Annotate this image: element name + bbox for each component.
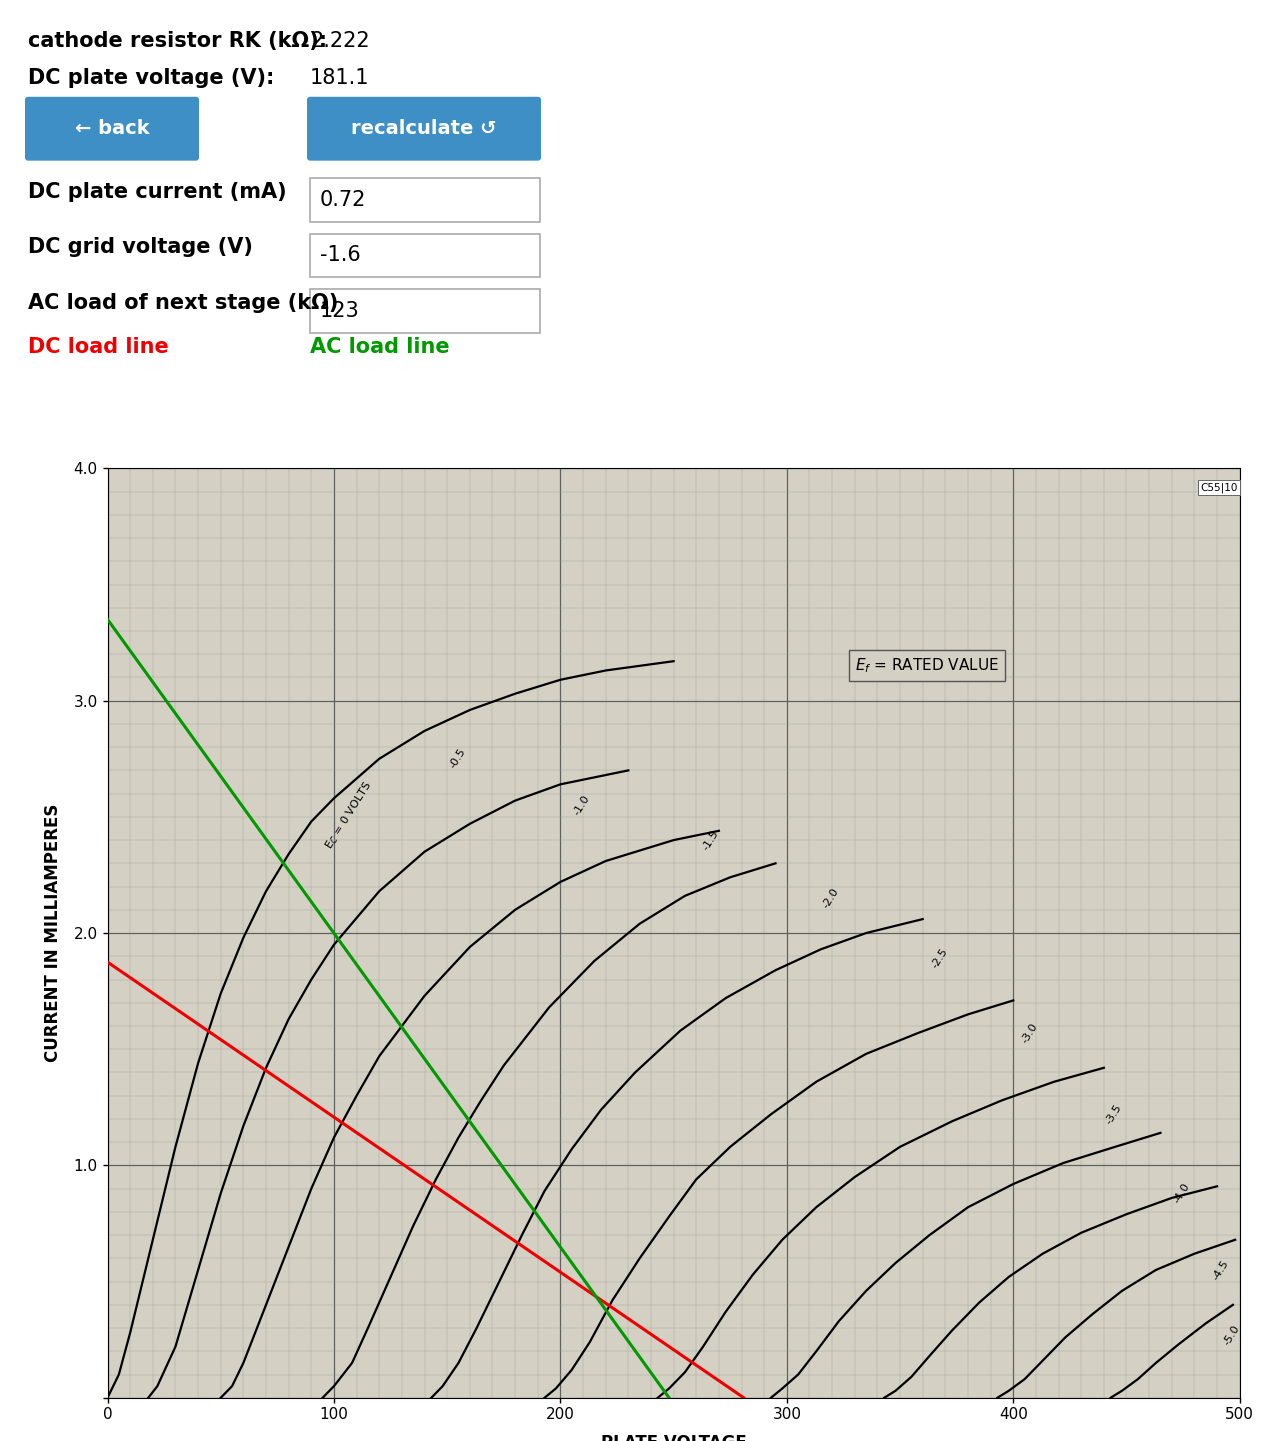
Text: AC load of next stage (kΩ): AC load of next stage (kΩ)	[28, 294, 338, 313]
Text: C55|10: C55|10	[1200, 483, 1237, 493]
Text: -2.5: -2.5	[930, 947, 950, 970]
Text: -2.0: -2.0	[821, 886, 841, 909]
Bar	[310, 233, 540, 278]
Text: DC plate voltage (V):: DC plate voltage (V):	[28, 68, 275, 88]
Text: -1.5: -1.5	[701, 829, 721, 852]
Text: $E_f$ = RATED VALUE: $E_f$ = RATED VALUE	[855, 657, 999, 676]
Text: 2.222: 2.222	[310, 30, 369, 50]
Text: DC plate current (mA): DC plate current (mA)	[28, 182, 287, 202]
Text: -5.0: -5.0	[1222, 1323, 1241, 1347]
Text: -3.0: -3.0	[1020, 1020, 1040, 1045]
Text: -4.5: -4.5	[1211, 1258, 1231, 1281]
Text: -1.0: -1.0	[572, 793, 592, 817]
Text: 0.72: 0.72	[320, 190, 367, 209]
Text: DC grid voltage (V): DC grid voltage (V)	[28, 238, 253, 258]
Text: recalculate ↺: recalculate ↺	[352, 120, 497, 138]
Text: 181.1: 181.1	[310, 68, 369, 88]
X-axis label: PLATE VOLTAGE: PLATE VOLTAGE	[601, 1434, 746, 1441]
FancyBboxPatch shape	[307, 97, 541, 160]
Y-axis label: CURRENT IN MILLIAMPERES: CURRENT IN MILLIAMPERES	[44, 804, 62, 1062]
Text: 123: 123	[320, 301, 359, 321]
Text: cathode resistor RK (kΩ):: cathode resistor RK (kΩ):	[28, 30, 328, 50]
Text: ← back: ← back	[75, 120, 149, 138]
Text: -1.6: -1.6	[320, 245, 361, 265]
FancyBboxPatch shape	[25, 97, 199, 160]
Text: -0.5: -0.5	[448, 746, 467, 771]
Text: E$_C$ = 0 VOLTS: E$_C$ = 0 VOLTS	[323, 778, 376, 852]
Text: -4.0: -4.0	[1171, 1182, 1192, 1205]
Text: DC load line: DC load line	[28, 337, 168, 357]
Text: AC load line: AC load line	[310, 337, 449, 357]
Bar	[310, 290, 540, 333]
Bar	[310, 177, 540, 222]
Text: -3.5: -3.5	[1104, 1102, 1123, 1125]
